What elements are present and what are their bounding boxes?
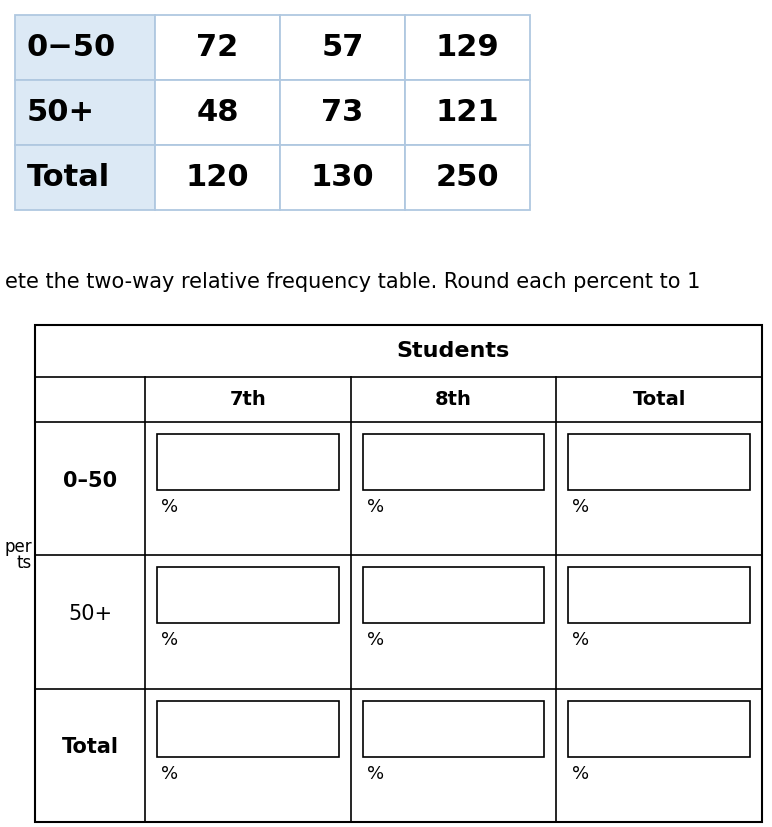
- Bar: [15, 145, 155, 210]
- Bar: [405, 15, 530, 80]
- Text: %: %: [572, 498, 590, 516]
- Text: %: %: [161, 498, 178, 516]
- Text: %: %: [572, 631, 590, 649]
- Text: 0–50: 0–50: [63, 471, 117, 490]
- Text: 8th: 8th: [435, 390, 472, 409]
- Text: 50+: 50+: [68, 604, 112, 624]
- Bar: [157, 434, 339, 490]
- Text: ete the two-way relative frequency table. Round each percent to 1: ete the two-way relative frequency table…: [5, 272, 700, 292]
- Text: Total: Total: [27, 163, 110, 192]
- Text: %: %: [161, 631, 178, 649]
- Text: %: %: [367, 498, 384, 516]
- Bar: [155, 80, 280, 145]
- Bar: [568, 567, 750, 624]
- Text: 7th: 7th: [229, 390, 266, 409]
- Text: 120: 120: [186, 163, 249, 192]
- Text: %: %: [161, 765, 178, 782]
- Bar: [405, 80, 530, 145]
- Bar: [280, 145, 405, 210]
- Bar: [405, 145, 530, 210]
- Text: 129: 129: [435, 33, 499, 62]
- Bar: [568, 434, 750, 490]
- Bar: [15, 15, 155, 80]
- Text: 50+: 50+: [27, 98, 95, 127]
- Bar: [363, 700, 544, 757]
- Bar: [35, 325, 762, 822]
- Text: Total: Total: [632, 390, 686, 409]
- Text: %: %: [572, 765, 590, 782]
- Bar: [363, 567, 544, 624]
- Bar: [280, 15, 405, 80]
- Text: 130: 130: [310, 163, 374, 192]
- Text: 72: 72: [196, 33, 239, 62]
- Text: 73: 73: [321, 98, 364, 127]
- Bar: [155, 145, 280, 210]
- Text: 0−50: 0−50: [27, 33, 117, 62]
- Bar: [568, 700, 750, 757]
- Text: 48: 48: [196, 98, 239, 127]
- Bar: [15, 80, 155, 145]
- Text: %: %: [367, 631, 384, 649]
- Text: 250: 250: [435, 163, 499, 192]
- Text: Students: Students: [397, 341, 510, 361]
- Text: per: per: [5, 538, 32, 557]
- Text: 57: 57: [321, 33, 364, 62]
- Text: %: %: [367, 765, 384, 782]
- Text: 121: 121: [435, 98, 499, 127]
- Bar: [280, 80, 405, 145]
- Bar: [157, 700, 339, 757]
- Text: Total: Total: [62, 738, 118, 758]
- Text: ts: ts: [17, 554, 32, 572]
- Bar: [363, 434, 544, 490]
- Bar: [157, 567, 339, 624]
- Bar: [155, 15, 280, 80]
